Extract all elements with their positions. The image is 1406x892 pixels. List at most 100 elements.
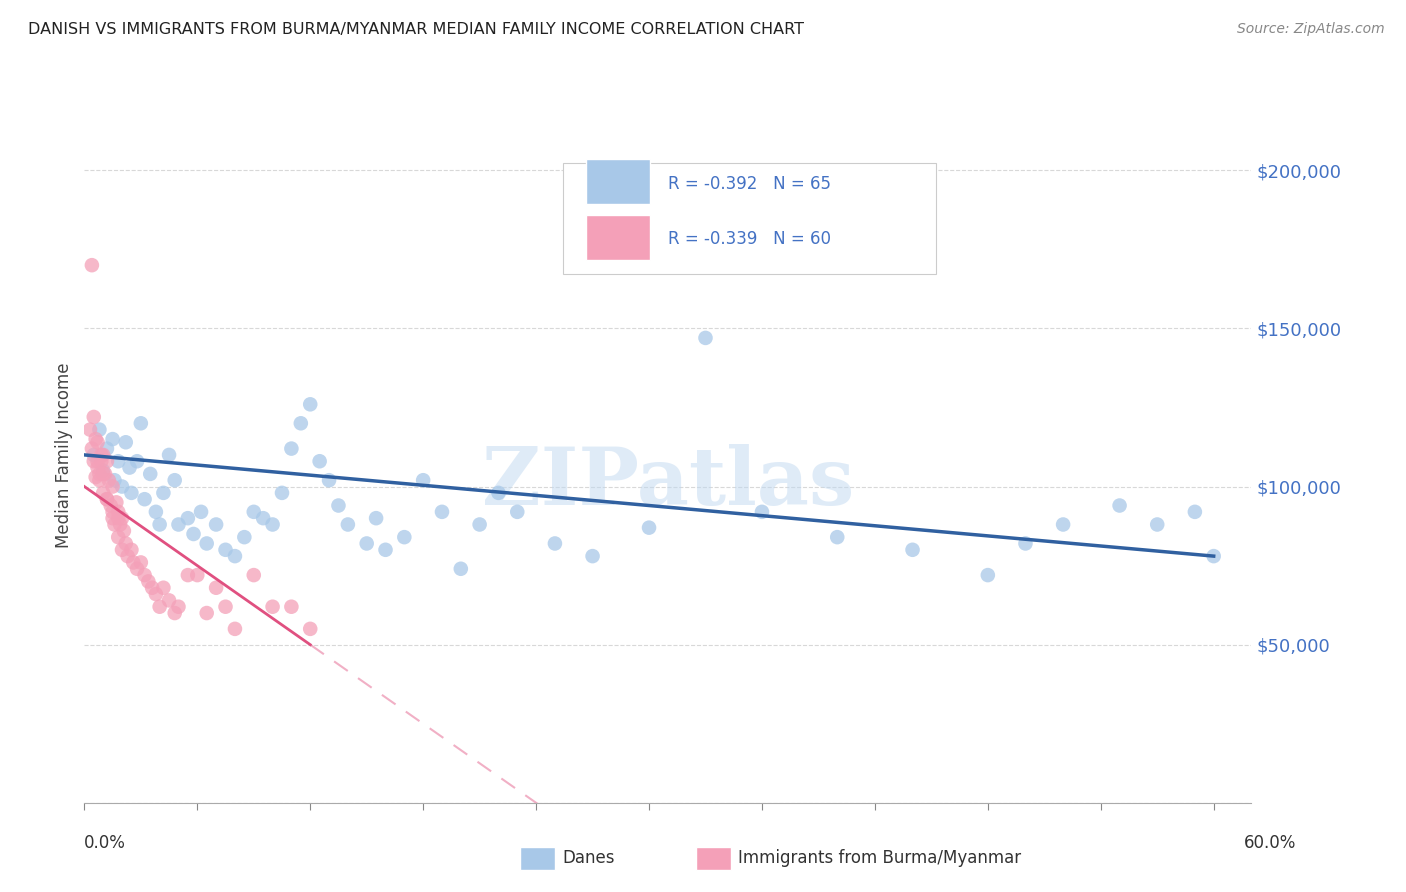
Point [825,530,848,544]
Point [91,486,114,500]
Point [101,511,124,525]
Point [430,505,453,519]
Text: R = -0.339   N = 60: R = -0.339 N = 60 [668,230,831,248]
Point [280,442,302,456]
Point [1184,505,1206,519]
Point [97,473,120,487]
Point [468,517,491,532]
Point [336,517,359,532]
Point [112,524,135,538]
Point [129,556,152,570]
Point [120,486,142,500]
Point [262,517,284,532]
Point [356,536,378,550]
Point [96,492,118,507]
Point [163,606,186,620]
Point [107,454,129,468]
Point [105,495,128,509]
Point [1146,517,1168,532]
Point [86,460,108,475]
Point [299,397,322,411]
Point [290,417,312,431]
Point [141,581,163,595]
Point [125,454,148,468]
Point [107,511,129,525]
Point [86,454,108,468]
Point [177,511,200,525]
Point [488,486,510,500]
Point [107,505,129,519]
Text: DANISH VS IMMIGRANTS FROM BURMA/MYANMAR MEDIAN FAMILY INCOME CORRELATION CHART: DANISH VS IMMIGRANTS FROM BURMA/MYANMAR … [28,22,804,37]
Point [129,417,152,431]
Point [80,442,103,456]
Point [83,454,105,468]
Point [152,486,174,500]
Point [86,435,108,450]
Point [100,499,122,513]
Point [84,470,107,484]
Point [134,568,156,582]
Point [79,423,101,437]
Point [101,479,124,493]
Point [190,505,212,519]
Point [83,409,105,424]
Point [157,593,180,607]
Point [94,467,117,481]
Point [89,473,111,487]
Point [117,549,139,563]
Point [318,473,340,487]
Point [506,505,529,519]
Point [299,622,322,636]
Point [96,454,118,468]
Text: Source: ZipAtlas.com: Source: ZipAtlas.com [1237,22,1385,37]
Point [581,549,603,563]
Point [252,511,274,525]
Point [118,460,141,475]
Point [125,562,148,576]
Point [134,492,156,507]
Point [80,258,103,272]
Point [262,599,284,614]
Point [214,542,236,557]
Point [1202,549,1225,563]
Point [412,473,434,487]
Point [83,448,105,462]
Point [91,467,114,481]
Point [242,505,264,519]
Point [1052,517,1074,532]
Point [96,492,118,507]
Point [84,432,107,446]
Point [111,542,134,557]
Point [111,511,134,525]
Point [695,331,717,345]
Point [114,435,136,450]
Point [195,536,218,550]
Point [233,530,256,544]
Point [107,530,129,544]
Text: ZIPatlas: ZIPatlas [482,443,853,522]
Point [271,486,294,500]
Point [224,622,246,636]
Point [91,464,114,478]
Point [242,568,264,582]
Point [108,517,131,532]
Point [163,473,186,487]
Point [328,499,350,513]
Point [1108,499,1130,513]
Point [101,432,124,446]
Point [214,599,236,614]
Point [1014,536,1036,550]
Point [366,511,388,525]
Point [90,454,112,468]
Point [152,581,174,595]
Point [149,517,172,532]
FancyBboxPatch shape [586,215,651,260]
Point [145,505,167,519]
Y-axis label: Median Family Income: Median Family Income [55,362,73,548]
FancyBboxPatch shape [562,162,936,274]
Point [167,599,190,614]
Point [544,536,567,550]
Point [138,574,160,589]
Point [394,530,416,544]
Point [205,581,228,595]
